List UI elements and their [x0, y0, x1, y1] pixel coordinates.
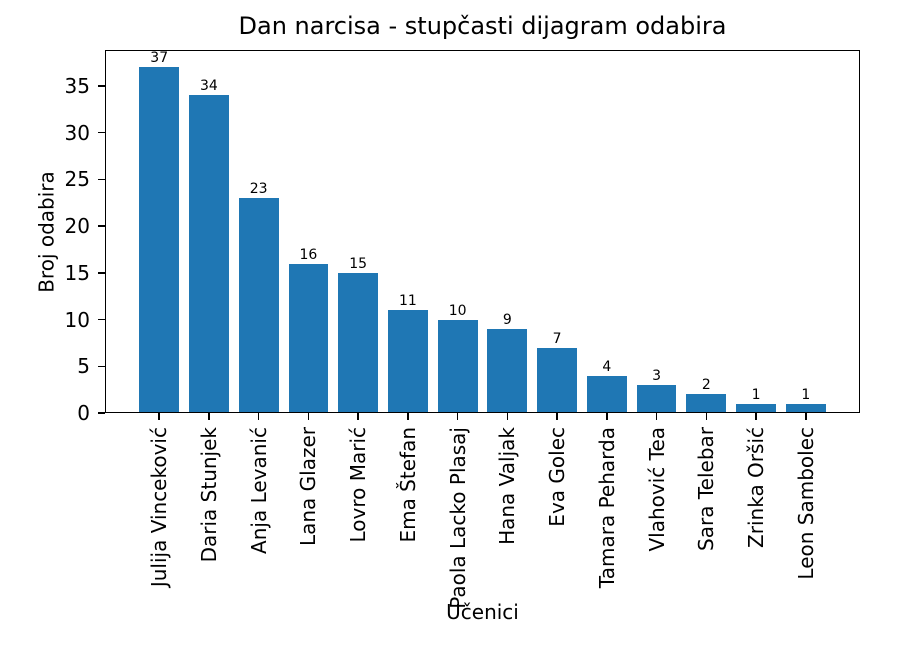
- bar-value-label: 10: [448, 302, 467, 319]
- bar-value-label: 15: [349, 255, 368, 272]
- bar-value-label: 34: [200, 78, 218, 95]
- x-tick: [556, 413, 558, 420]
- x-tick-label: Hana Valjak: [495, 427, 520, 545]
- bar: [437, 319, 478, 413]
- y-tick: [98, 178, 105, 181]
- y-tick-label: 10: [64, 307, 90, 332]
- bar-value-label: 7: [552, 330, 562, 347]
- x-tick: [357, 413, 359, 420]
- y-tick: [98, 365, 105, 368]
- y-tick: [98, 85, 105, 87]
- x-tick: [655, 413, 658, 420]
- y-tick-label: 15: [64, 260, 90, 285]
- chart-title: Dan narcisa - stupčasti dijagram odabira: [238, 12, 727, 40]
- bar: [189, 95, 229, 413]
- bar: [388, 310, 428, 413]
- bar: [586, 375, 627, 413]
- y-tick-label: 25: [64, 167, 90, 192]
- x-tick-label: Zrinka Oršić: [744, 427, 769, 548]
- bar: [537, 347, 577, 413]
- x-tick-label: Eva Golec: [545, 427, 570, 527]
- bar: [238, 198, 279, 413]
- y-tick: [98, 318, 105, 321]
- x-tick: [307, 413, 310, 420]
- bar-value-label: 23: [249, 181, 268, 198]
- y-tick: [98, 272, 105, 274]
- bar: [338, 272, 379, 413]
- bar-value-label: 1: [751, 386, 761, 403]
- bar: [139, 67, 180, 413]
- x-tick-label: Sara Telebar: [694, 427, 719, 551]
- x-tick: [158, 413, 160, 420]
- y-tick-label: 5: [77, 354, 90, 379]
- bar-value-label: 37: [150, 50, 169, 67]
- bar: [487, 328, 528, 413]
- bar-value-label: 3: [652, 367, 662, 384]
- bar: [686, 394, 727, 413]
- x-tick: [257, 413, 260, 420]
- bar: [736, 403, 776, 413]
- x-tick: [456, 413, 459, 420]
- bar-value-label: 11: [398, 293, 417, 310]
- x-tick-label: Julija Vinceković: [147, 427, 172, 588]
- y-tick-label: 35: [64, 73, 90, 98]
- x-tick: [755, 413, 757, 420]
- bar: [636, 384, 677, 413]
- x-tick-label: Daria Stunjek: [196, 427, 221, 563]
- bar-value-label: 1: [801, 386, 811, 403]
- y-tick-label: 0: [77, 401, 90, 425]
- bar-value-label: 4: [602, 358, 612, 375]
- y-tick-label: 20: [64, 214, 90, 239]
- y-axis-label: Broj odabira: [34, 170, 58, 293]
- y-tick: [98, 225, 105, 227]
- x-tick-label: Ema Štefan: [395, 427, 420, 543]
- x-tick: [705, 413, 708, 420]
- y-tick-label: 30: [64, 120, 90, 145]
- x-tick: [606, 413, 608, 420]
- x-tick: [805, 413, 807, 420]
- x-tick-label: Lana Glazer: [296, 427, 321, 547]
- x-tick-label: Anja Levanić: [246, 427, 271, 554]
- bar-value-label: 2: [701, 377, 711, 394]
- y-tick: [98, 412, 105, 414]
- bar-value-label: 16: [299, 246, 318, 263]
- x-tick-label: Leon Sambolec: [793, 427, 818, 580]
- bar-value-label: 9: [502, 311, 512, 328]
- x-tick: [506, 413, 509, 420]
- y-tick: [98, 131, 105, 134]
- bar: [288, 263, 329, 413]
- x-tick-label: Vlahović Tea: [644, 427, 669, 552]
- x-tick: [208, 413, 210, 420]
- x-tick-label: Tamara Peharda: [594, 427, 619, 589]
- x-axis-label: Učenici: [446, 600, 519, 624]
- x-tick-label: Paola Lacko Plasaj: [445, 427, 470, 609]
- plot-area: [105, 50, 860, 413]
- x-tick-label: Lovro Marić: [346, 427, 371, 543]
- bar: [785, 403, 826, 413]
- x-tick: [407, 413, 409, 420]
